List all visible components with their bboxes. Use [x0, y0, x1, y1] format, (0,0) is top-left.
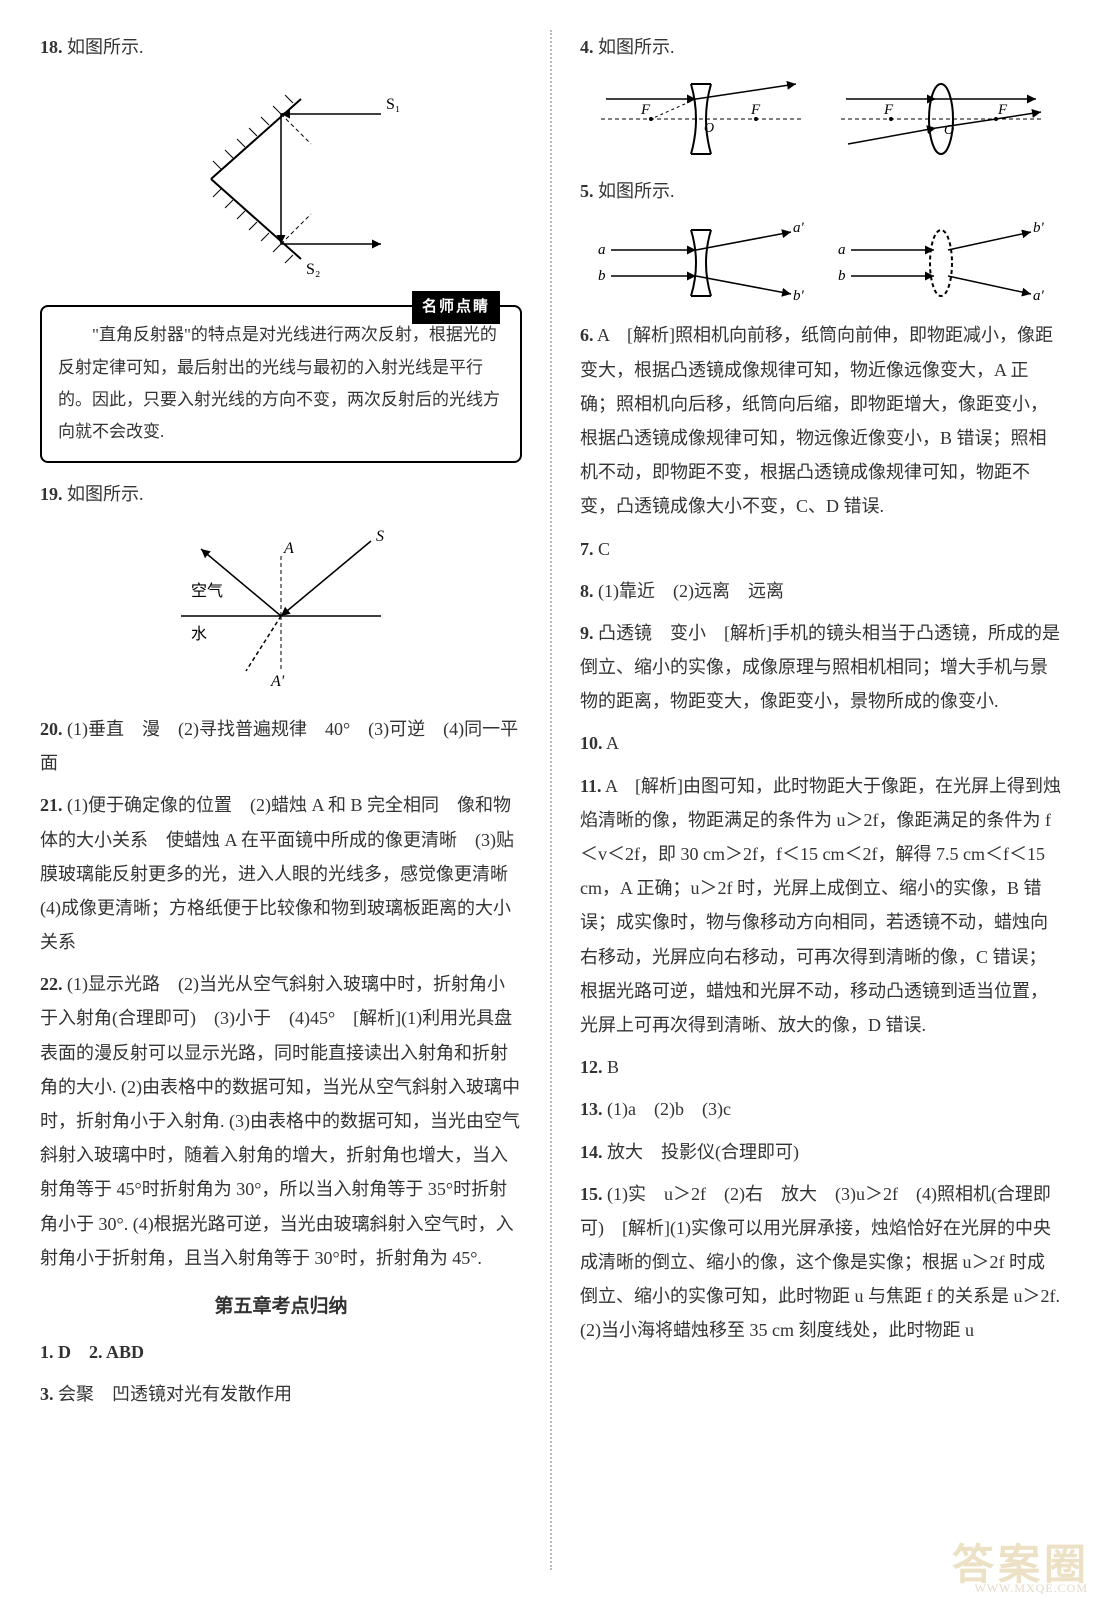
d5a-ap: a' [793, 220, 805, 236]
q6: 6. A [解析]照相机向前移，纸筒向前伸，即物距减小，像距变大，根据凸透镜成像… [580, 318, 1062, 523]
q1-2: 1. D 2. ABD [40, 1335, 522, 1369]
q14-num: 14. [580, 1142, 603, 1162]
q19-text: 如图所示. [67, 484, 144, 504]
q3-num: 3. [40, 1384, 54, 1404]
q14: 14. 放大 投影仪(合理即可) [580, 1135, 1062, 1169]
q15-num: 15. [580, 1184, 603, 1204]
d18-s2: S₂ [306, 261, 320, 278]
d19-air: 空气 [191, 582, 223, 600]
q10: 10. A [580, 726, 1062, 760]
q6-text: A [解析]照相机向前移，纸筒向前伸，即物距减小，像距变大，根据凸透镜成像规律可… [580, 325, 1053, 516]
q11-num: 11. [580, 776, 602, 796]
q9: 9. 凸透镜 变小 [解析]手机的镜头相当于凸透镜，所成的是倒立、缩小的实像，成… [580, 616, 1062, 719]
d5b-ap: a' [1033, 288, 1045, 304]
column-divider [550, 30, 552, 1570]
d4b-O: O [944, 123, 954, 138]
q22-text: (1)显示光路 (2)当光从空气斜射入玻璃中时，折射角小于入射角(合理即可) (… [40, 974, 520, 1268]
q19-num: 19. [40, 484, 63, 504]
callout-box: 名师点睛 "直角反射器"的特点是对光线进行两次反射，根据光的反射定律可知，最后射… [40, 305, 522, 462]
q18-num: 18. [40, 37, 63, 57]
callout-text: "直角反射器"的特点是对光线进行两次反射，根据光的反射定律可知，最后射出的光线与… [58, 319, 504, 448]
d19-Ap: A' [270, 673, 285, 690]
q5: 5. 如图所示. [580, 174, 1062, 208]
q10-text: A [606, 733, 619, 753]
q9-text: 凸透镜 变小 [解析]手机的镜头相当于凸透镜，所成的是倒立、缩小的实像，成像原理… [580, 623, 1060, 711]
d19-S: S [376, 528, 384, 545]
q5-num: 5. [580, 181, 594, 201]
q20: 20. (1)垂直 漫 (2)寻找普遍规律 40° (3)可逆 (4)同一平面 [40, 712, 522, 780]
q5-text: 如图所示. [598, 181, 675, 201]
d19-water: 水 [191, 625, 207, 643]
q12: 12. B [580, 1050, 1062, 1084]
d4b-F2: F [997, 102, 1008, 118]
q12-num: 12. [580, 1057, 603, 1077]
q18-text: 如图所示. [67, 37, 144, 57]
q20-text: (1)垂直 漫 (2)寻找普遍规律 40° (3)可逆 (4)同一平面 [40, 719, 518, 773]
callout-tab: 名师点睛 [412, 291, 500, 324]
q11: 11. A [解析]由图可知，此时物距大于像距，在光屏上得到烛焰清晰的像，物距满… [580, 769, 1062, 1043]
diagram-5: a b a' b' a b b' a' [580, 218, 1062, 308]
d19-A: A [283, 540, 294, 557]
q11-text: A [解析]由图可知，此时物距大于像距，在光屏上得到烛焰清晰的像，物距满足的条件… [580, 776, 1061, 1035]
page: 18. 如图所示. [0, 0, 1102, 1600]
q18: 18. 如图所示. [40, 30, 522, 64]
q9-num: 9. [580, 623, 594, 643]
d5a-b: b [598, 268, 606, 284]
q7-num: 7. [580, 539, 594, 559]
d5a-a: a [598, 242, 606, 258]
q8-num: 8. [580, 581, 594, 601]
diagram-4: F F O F F O [580, 74, 1062, 164]
q12-text: B [607, 1057, 619, 1077]
q15-text: (1)实 u＞2f (2)右 放大 (3)u＞2f (4)照相机(合理即可) [… [580, 1184, 1060, 1341]
d5a-bp: b' [793, 288, 805, 304]
q14-text: 放大 投影仪(合理即可) [607, 1142, 799, 1162]
q7-text: C [598, 539, 610, 559]
d5b-bp: b' [1033, 220, 1045, 236]
d4b-F1: F [883, 102, 894, 118]
q7: 7. C [580, 532, 1062, 566]
q3: 3. 会聚 凹透镜对光有发散作用 [40, 1377, 522, 1411]
d5b-a: a [838, 242, 846, 258]
q22: 22. (1)显示光路 (2)当光从空气斜射入玻璃中时，折射角小于入射角(合理即… [40, 967, 522, 1275]
q10-num: 10. [580, 733, 603, 753]
d18-s1: S₁ [386, 96, 400, 113]
section-title: 第五章考点归纳 [40, 1289, 522, 1325]
q19: 19. 如图所示. [40, 477, 522, 511]
q15: 15. (1)实 u＞2f (2)右 放大 (3)u＞2f (4)照相机(合理即… [580, 1177, 1062, 1348]
d4a-F2: F [750, 102, 761, 118]
q1-2-text: 1. D 2. ABD [40, 1342, 144, 1362]
diagram-19: 空气 水 A A' S [40, 521, 522, 702]
q4-text: 如图所示. [598, 37, 675, 57]
left-column: 18. 如图所示. [40, 30, 542, 1570]
q20-num: 20. [40, 719, 63, 739]
q8-text: (1)靠近 (2)远离 远离 [598, 581, 784, 601]
q21-text: (1)便于确定像的位置 (2)蜡烛 A 和 B 完全相同 像和物体的大小关系 使… [40, 795, 526, 952]
q21: 21. (1)便于确定像的位置 (2)蜡烛 A 和 B 完全相同 像和物体的大小… [40, 788, 522, 959]
q13: 13. (1)a (2)b (3)c [580, 1092, 1062, 1126]
q3-text: 会聚 凹透镜对光有发散作用 [58, 1384, 292, 1404]
q8: 8. (1)靠近 (2)远离 远离 [580, 574, 1062, 608]
q13-num: 13. [580, 1099, 603, 1119]
d5b-b: b [838, 268, 846, 284]
q6-num: 6. [580, 325, 594, 345]
right-column: 4. 如图所示. F F O [560, 30, 1062, 1570]
q21-num: 21. [40, 795, 63, 815]
q13-text: (1)a (2)b (3)c [607, 1099, 731, 1119]
diagram-18: S₁ S₂ [40, 74, 522, 295]
d4a-F1: F [640, 102, 651, 118]
d4a-O: O [704, 121, 714, 136]
q4: 4. 如图所示. [580, 30, 1062, 64]
q22-num: 22. [40, 974, 63, 994]
q4-num: 4. [580, 37, 594, 57]
